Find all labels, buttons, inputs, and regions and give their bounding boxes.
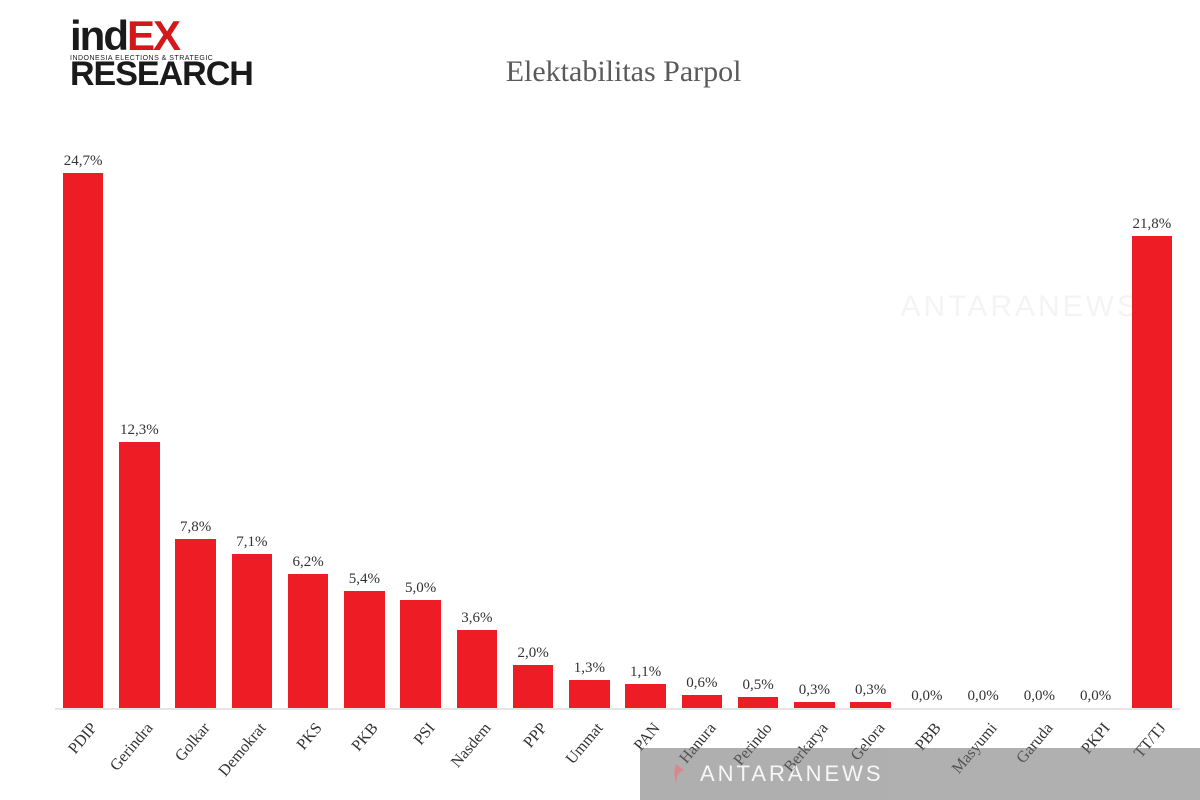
- bar-value-label: 0,0%: [1024, 688, 1055, 705]
- logo-prefix: ind: [70, 12, 127, 59]
- bar-slot: 5,4%PKB: [336, 145, 392, 708]
- x-axis-label: PSI: [410, 720, 439, 749]
- bar-value-label: 0,6%: [686, 675, 717, 692]
- bar-slot: 0,6%Hanura: [674, 145, 730, 708]
- bar-value-label: 1,1%: [630, 664, 661, 681]
- bar-value-label: 0,3%: [855, 682, 886, 699]
- watermark-bar: ANTARANEWS: [640, 748, 1200, 800]
- bar: [232, 554, 273, 708]
- watermark-text: ANTARANEWS: [700, 761, 884, 787]
- location-icon: [664, 762, 688, 786]
- bar-value-label: 5,0%: [405, 580, 436, 597]
- bar-value-label: 0,0%: [968, 688, 999, 705]
- x-axis-label: Gerindra: [107, 720, 157, 775]
- bar-slot: 1,1%PAN: [618, 145, 674, 708]
- bar: [344, 591, 385, 708]
- bar: [850, 702, 891, 708]
- bar: [682, 695, 723, 708]
- bar-slot: 24,7%PDIP: [55, 145, 111, 708]
- bar-value-label: 6,2%: [293, 554, 324, 571]
- logo-line-2: RESEARCH: [70, 60, 253, 89]
- bar-chart: 24,7%PDIP12,3%Gerindra7,8%Golkar7,1%Demo…: [55, 145, 1180, 710]
- bar: [63, 173, 104, 708]
- bar-value-label: 0,0%: [1080, 688, 1111, 705]
- bar-slot: 12,3%Gerindra: [111, 145, 167, 708]
- bar-value-label: 12,3%: [120, 422, 159, 439]
- x-axis-label: PKB: [349, 720, 383, 755]
- x-axis-label: PPP: [521, 720, 552, 752]
- x-axis-label: PKS: [294, 720, 327, 754]
- bar: [738, 697, 779, 708]
- bars-container: 24,7%PDIP12,3%Gerindra7,8%Golkar7,1%Demo…: [55, 145, 1180, 710]
- bar-slot: 0,3%Gelora: [843, 145, 899, 708]
- bar: [513, 665, 554, 708]
- x-axis-label: Golkar: [172, 720, 214, 766]
- bar: [569, 680, 610, 708]
- bar-slot: 0,0%Garuda: [1011, 145, 1067, 708]
- bar-value-label: 1,3%: [574, 660, 605, 677]
- bar-slot: 0,0%Masyumi: [955, 145, 1011, 708]
- bar-slot: 1,3%Ummat: [561, 145, 617, 708]
- bar-slot: 3,6%Nasdem: [449, 145, 505, 708]
- bar: [175, 539, 216, 708]
- bar: [457, 630, 498, 708]
- bar: [119, 442, 160, 708]
- x-axis-label: PDIP: [65, 720, 101, 758]
- bar: [625, 684, 666, 708]
- x-axis-label: Nasdem: [448, 720, 495, 772]
- bar-slot: 7,1%Demokrat: [224, 145, 280, 708]
- bar-value-label: 3,6%: [461, 610, 492, 627]
- bar-value-label: 5,4%: [349, 571, 380, 588]
- x-axis-label: Demokrat: [215, 720, 270, 781]
- logo-line-1: indEX: [70, 18, 253, 54]
- chart-title: Elektabilitas Parpol: [506, 55, 742, 89]
- bar-slot: 0,3%Berkarya: [786, 145, 842, 708]
- bar-value-label: 21,8%: [1133, 216, 1172, 233]
- bar-slot: 7,8%Golkar: [168, 145, 224, 708]
- bar-value-label: 0,3%: [799, 682, 830, 699]
- bar-value-label: 7,1%: [236, 534, 267, 551]
- bar-value-label: 0,0%: [911, 688, 942, 705]
- bar-slot: 2,0%PPP: [505, 145, 561, 708]
- bar: [794, 702, 835, 708]
- bar-slot: 5,0%PSI: [393, 145, 449, 708]
- bar-value-label: 7,8%: [180, 519, 211, 536]
- bar: [288, 574, 329, 708]
- bar-value-label: 2,0%: [518, 645, 549, 662]
- x-axis-label: Ummat: [563, 720, 608, 768]
- bar-value-label: 24,7%: [64, 153, 103, 170]
- bar: [1132, 236, 1173, 708]
- logo-suffix: EX: [127, 12, 179, 59]
- bar-slot: 0,0%PBB: [899, 145, 955, 708]
- bar-slot: 0,5%Perindo: [730, 145, 786, 708]
- bar-slot: 0,0%PKPI: [1068, 145, 1124, 708]
- brand-logo: indEX INDONESIA ELECTIONS & STRATEGIC RE…: [70, 18, 253, 89]
- bar-value-label: 0,5%: [743, 677, 774, 694]
- bar-slot: 6,2%PKS: [280, 145, 336, 708]
- bar: [400, 600, 441, 708]
- bar-slot: 21,8%TT/TJ: [1124, 145, 1180, 708]
